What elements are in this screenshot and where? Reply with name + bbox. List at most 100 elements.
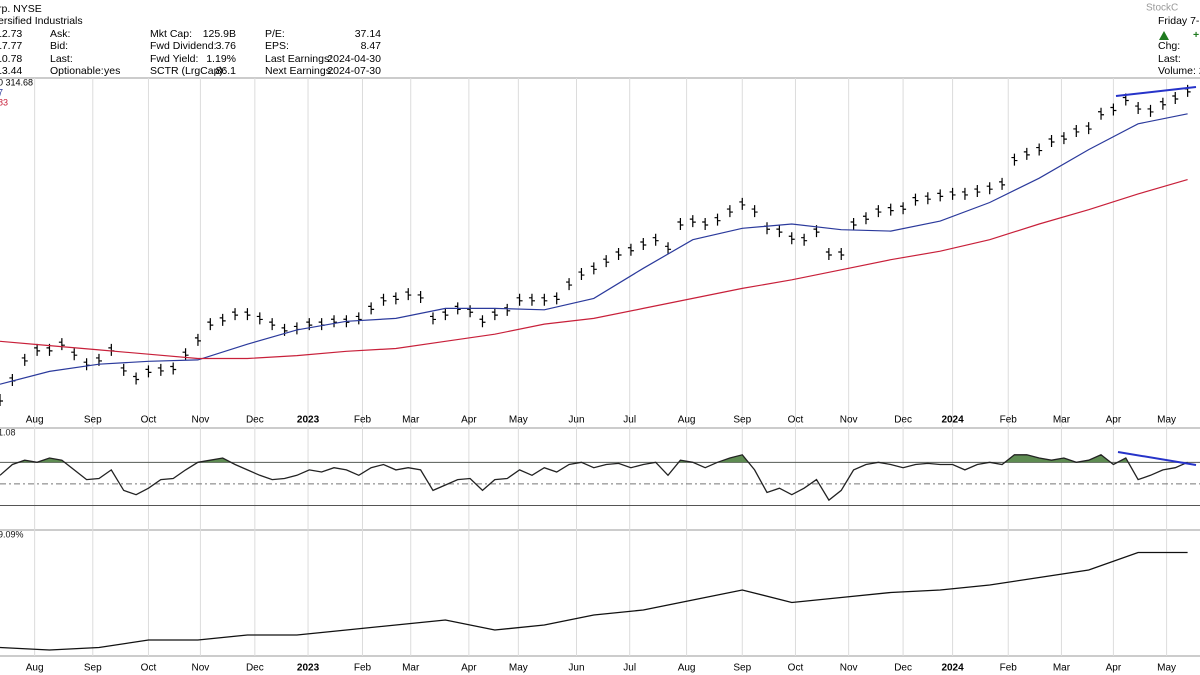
symbol: rp. NYSE [0,3,42,15]
price-bar [1135,102,1142,115]
price-bar [528,293,535,306]
price-bar [776,225,783,238]
price-bar [615,248,622,261]
x-tick-label: Jun [568,663,584,674]
x-tick-label: May [509,415,528,426]
x-tick-label: Oct [788,663,804,674]
field-label: P/E: [265,28,285,40]
series-line [0,551,1188,651]
field-value: 37.14 [355,28,381,40]
price-bar [788,232,795,245]
price-bar [838,248,845,261]
header: rp. NYSE ersified Industrials StockC Fri… [0,3,1200,77]
price-bar [677,217,684,230]
price-bar [182,348,189,361]
x-tick-label: Mar [1053,415,1071,426]
field-value: 2024-04-30 [327,53,381,65]
x-tick-label: 2023 [297,415,320,426]
x-tick-label: Aug [678,663,696,674]
quote-value: 10.78 [0,53,22,65]
x-tick-label: Oct [141,415,157,426]
quote-value: 12.73 [0,28,22,40]
price-bar [665,242,672,255]
price-bar [232,308,239,321]
session-label: Last: [1158,53,1181,65]
field-label: SCTR (LrgCap): [150,65,226,77]
price-bar [244,308,251,321]
price-bar [739,197,746,210]
price-bar [368,302,375,315]
x-tick-label: Feb [354,415,372,426]
price-bar [652,233,659,246]
x-tick-label: Nov [840,415,858,426]
price-bar [207,318,214,331]
price-bar [1048,134,1055,147]
session-label: Chg: [1158,40,1180,52]
up-arrow [1159,31,1169,40]
price-bar [1060,132,1067,145]
field-label: Last: [50,53,73,65]
legend-entry: 7 [0,87,3,97]
field-value: 2024-07-30 [327,65,381,77]
legend-entry: 83 [0,97,8,107]
field-label: Next Earnings: [265,65,334,77]
logo: StockC [1146,3,1178,14]
price-bar [34,343,41,356]
x-tick-label: Jun [568,415,584,426]
price-bar [429,312,436,325]
price-bar [937,189,944,202]
price-bar [1036,143,1043,156]
x-tick-label: Feb [354,663,372,674]
trend-line [1117,451,1197,466]
x-tick-label: Oct [788,415,804,426]
quote-value: 17.77 [0,40,22,52]
price-bar [1147,104,1154,117]
price-bar [405,288,412,301]
price-bar [603,255,610,268]
field-label: Optionable: [50,65,104,77]
price-bar [516,293,523,306]
price-bar [120,363,127,376]
price-bar [850,217,857,230]
price-bar [133,372,140,385]
field-label: EPS: [265,40,289,52]
x-tick-label: Apr [1106,415,1122,426]
price-bar [912,193,919,206]
price-bar [949,187,956,200]
price-bar [751,205,758,218]
series-line [0,179,1188,360]
price-bar [566,278,573,291]
field-label: Ask: [50,28,70,40]
price-bar [714,213,721,226]
price-bar [479,315,486,328]
x-tick-label: Apr [1106,663,1122,674]
price-bar [640,238,647,250]
price-bar [1085,122,1092,135]
field-label: Bid: [50,40,68,52]
session-label: Volume: 2, [1158,65,1200,77]
price-bar [1172,92,1179,105]
price-bar [380,293,387,306]
price-bar [974,185,981,198]
price-bar [590,262,597,275]
price-bar [1098,107,1105,120]
price-bar [702,217,709,230]
price-bar [21,353,28,366]
price-bar [553,292,560,305]
session-date: Friday 7- [1158,15,1200,27]
x-tick-label: Sep [84,663,102,674]
field-value: 1.19% [206,53,236,65]
x-tick-label: Feb [1000,415,1018,426]
sector: ersified Industrials [0,15,83,27]
change-sign: + [1193,29,1199,41]
x-tick-label: Feb [1000,663,1018,674]
field-value: 86.1 [216,65,237,77]
price-bar [1159,97,1166,110]
x-tick-label: 2024 [941,415,964,426]
price-bar [541,293,548,306]
plot-area: Aug Sep Oct Nov Dec 2023 Feb Mar Apr May Jun Jul Aug… [0,77,1200,674]
x-tick-label: Sep [84,415,102,426]
price-bar [726,205,733,218]
price-bar [900,202,907,215]
